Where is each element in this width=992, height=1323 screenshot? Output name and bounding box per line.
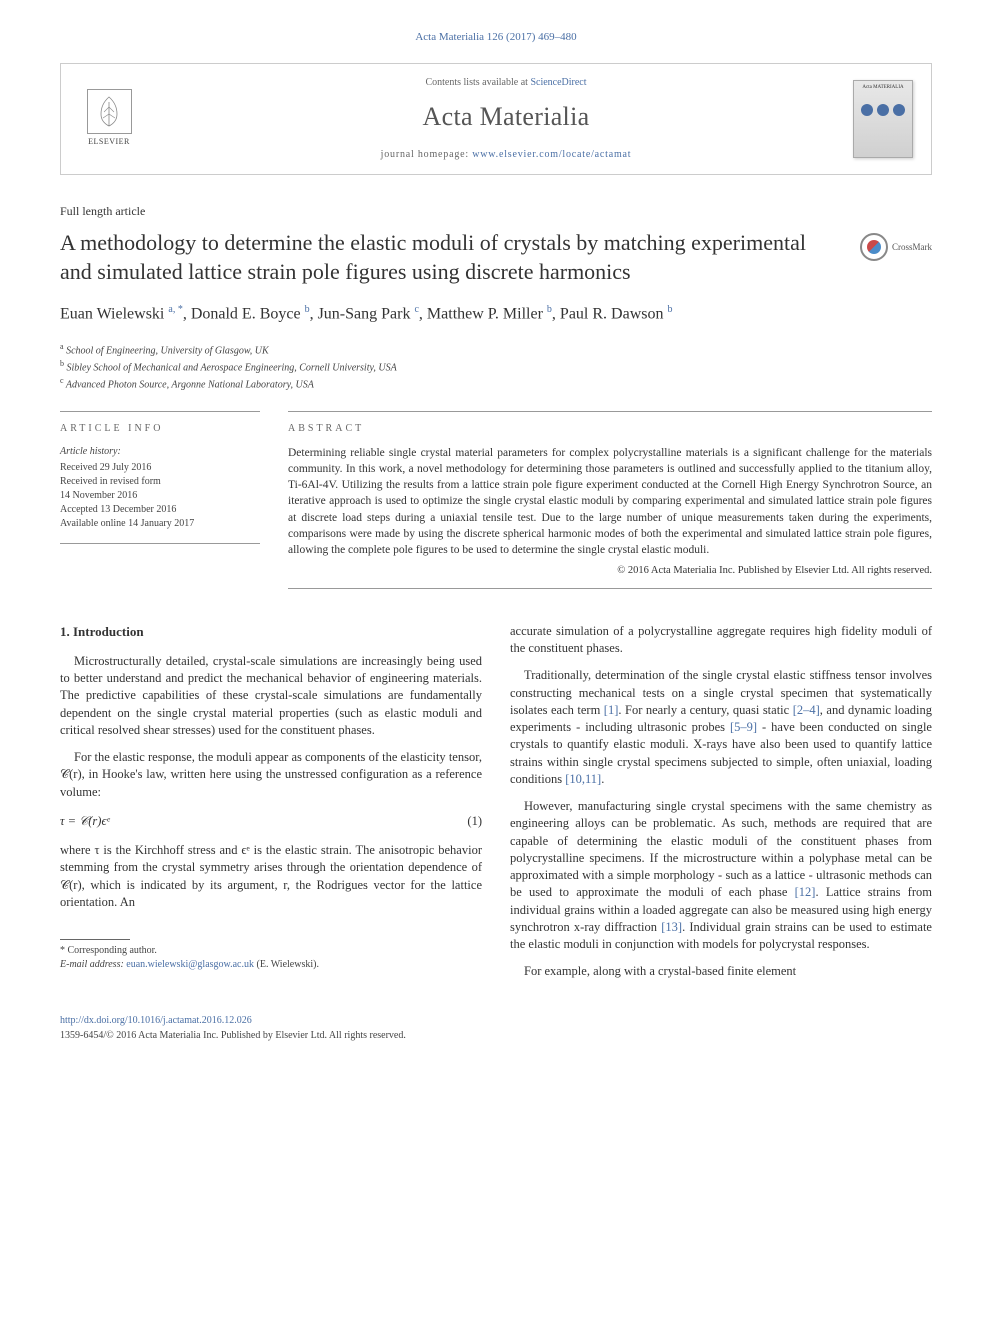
crossmark-label: CrossMark (892, 241, 932, 253)
article-type: Full length article (60, 203, 932, 219)
intro-p2: For the elastic response, the moduli app… (60, 749, 482, 801)
authors: Euan Wielewski a, *, Donald E. Boyce b, … (60, 302, 932, 326)
history-item: Accepted 13 December 2016 (60, 503, 260, 517)
affiliation-line: b Sibley School of Mechanical and Aerosp… (60, 358, 932, 375)
page-footer: http://dx.doi.org/10.1016/j.actamat.2016… (60, 1013, 932, 1043)
crossmark-icon (860, 233, 888, 261)
affiliations: a School of Engineering, University of G… (60, 341, 932, 393)
right-p4: For example, along with a crystal-based … (510, 963, 932, 980)
homepage-line: journal homepage: www.elsevier.com/locat… (159, 148, 853, 162)
history-item: Received in revised form (60, 475, 260, 489)
reference-link[interactable]: [1] (604, 703, 619, 717)
equation-number: (1) (467, 813, 482, 830)
elsevier-logo: ELSEVIER (79, 84, 139, 154)
right-p1: accurate simulation of a polycrystalline… (510, 623, 932, 658)
info-abstract-row: ARTICLE INFO Article history: Received 2… (60, 411, 932, 589)
journal-banner: ELSEVIER Contents lists available at Sci… (60, 63, 932, 175)
contents-line: Contents lists available at ScienceDirec… (159, 76, 853, 90)
corresponding-author-footnote: * Corresponding author. E-mail address: … (60, 944, 482, 972)
history-item: 14 November 2016 (60, 489, 260, 503)
article-info-column: ARTICLE INFO Article history: Received 2… (60, 411, 260, 589)
intro-p3: where τ is the Kirchhoff stress and ϵᵉ i… (60, 842, 482, 911)
cover-title: Acta MATERIALIA (862, 85, 903, 92)
header-citation: Acta Materialia 126 (2017) 469–480 (60, 30, 932, 45)
reference-link[interactable]: [12] (795, 885, 816, 899)
history-label: Article history: (60, 445, 260, 459)
homepage-link[interactable]: www.elsevier.com/locate/actamat (472, 149, 631, 160)
banner-center: Contents lists available at ScienceDirec… (159, 76, 853, 162)
crossmark-badge[interactable]: CrossMark (860, 233, 932, 261)
doi-link[interactable]: http://dx.doi.org/10.1016/j.actamat.2016… (60, 1015, 252, 1026)
corr-email-link[interactable]: euan.wielewski@glasgow.ac.uk (126, 959, 254, 970)
affiliation-line: a School of Engineering, University of G… (60, 341, 932, 358)
homepage-prefix: journal homepage: (381, 149, 473, 160)
abstract-copyright: © 2016 Acta Materialia Inc. Published by… (288, 564, 932, 589)
footnote-divider (60, 939, 130, 940)
journal-name: Acta Materialia (159, 99, 853, 134)
elsevier-tree-icon (87, 89, 132, 134)
info-section-label: ARTICLE INFO (60, 422, 260, 436)
abstract-text: Determining reliable single crystal mate… (288, 445, 932, 558)
email-line: E-mail address: euan.wielewski@glasgow.a… (60, 958, 482, 972)
abstract-section-label: ABSTRACT (288, 422, 932, 436)
reference-link[interactable]: [2–4] (793, 703, 820, 717)
abstract-column: ABSTRACT Determining reliable single cry… (288, 411, 932, 589)
contents-prefix: Contents lists available at (425, 77, 530, 88)
affiliation-line: c Advanced Photon Source, Argonne Nation… (60, 375, 932, 392)
equation-1: τ = 𝒞(r)ϵᵉ (1) (60, 813, 482, 830)
cover-dots (861, 104, 905, 116)
issn-line: 1359-6454/© 2016 Acta Materialia Inc. Pu… (60, 1028, 932, 1043)
reference-link[interactable]: [5–9] (730, 720, 757, 734)
equation-expr: τ = 𝒞(r)ϵᵉ (60, 813, 110, 830)
elsevier-text: ELSEVIER (88, 137, 130, 148)
right-p2: Traditionally, determination of the sing… (510, 667, 932, 788)
title-row: A methodology to determine the elastic m… (60, 229, 932, 286)
body-left-column: 1. Introduction Microstructurally detail… (60, 623, 482, 991)
history-item: Available online 14 January 2017 (60, 517, 260, 531)
email-label: E-mail address: (60, 959, 126, 970)
journal-cover-thumbnail: Acta MATERIALIA (853, 80, 913, 158)
article-title: A methodology to determine the elastic m… (60, 229, 840, 286)
reference-link[interactable]: [13] (661, 920, 682, 934)
body-columns: 1. Introduction Microstructurally detail… (60, 623, 932, 991)
intro-p1: Microstructurally detailed, crystal-scal… (60, 653, 482, 739)
history-item: Received 29 July 2016 (60, 461, 260, 475)
reference-link[interactable]: [10,11] (565, 772, 601, 786)
corr-label: * Corresponding author. (60, 944, 482, 958)
right-p3: However, manufacturing single crystal sp… (510, 798, 932, 953)
sciencedirect-link[interactable]: ScienceDirect (530, 77, 586, 88)
intro-heading: 1. Introduction (60, 623, 482, 641)
email-suffix: (E. Wielewski). (254, 959, 319, 970)
body-right-column: accurate simulation of a polycrystalline… (510, 623, 932, 991)
